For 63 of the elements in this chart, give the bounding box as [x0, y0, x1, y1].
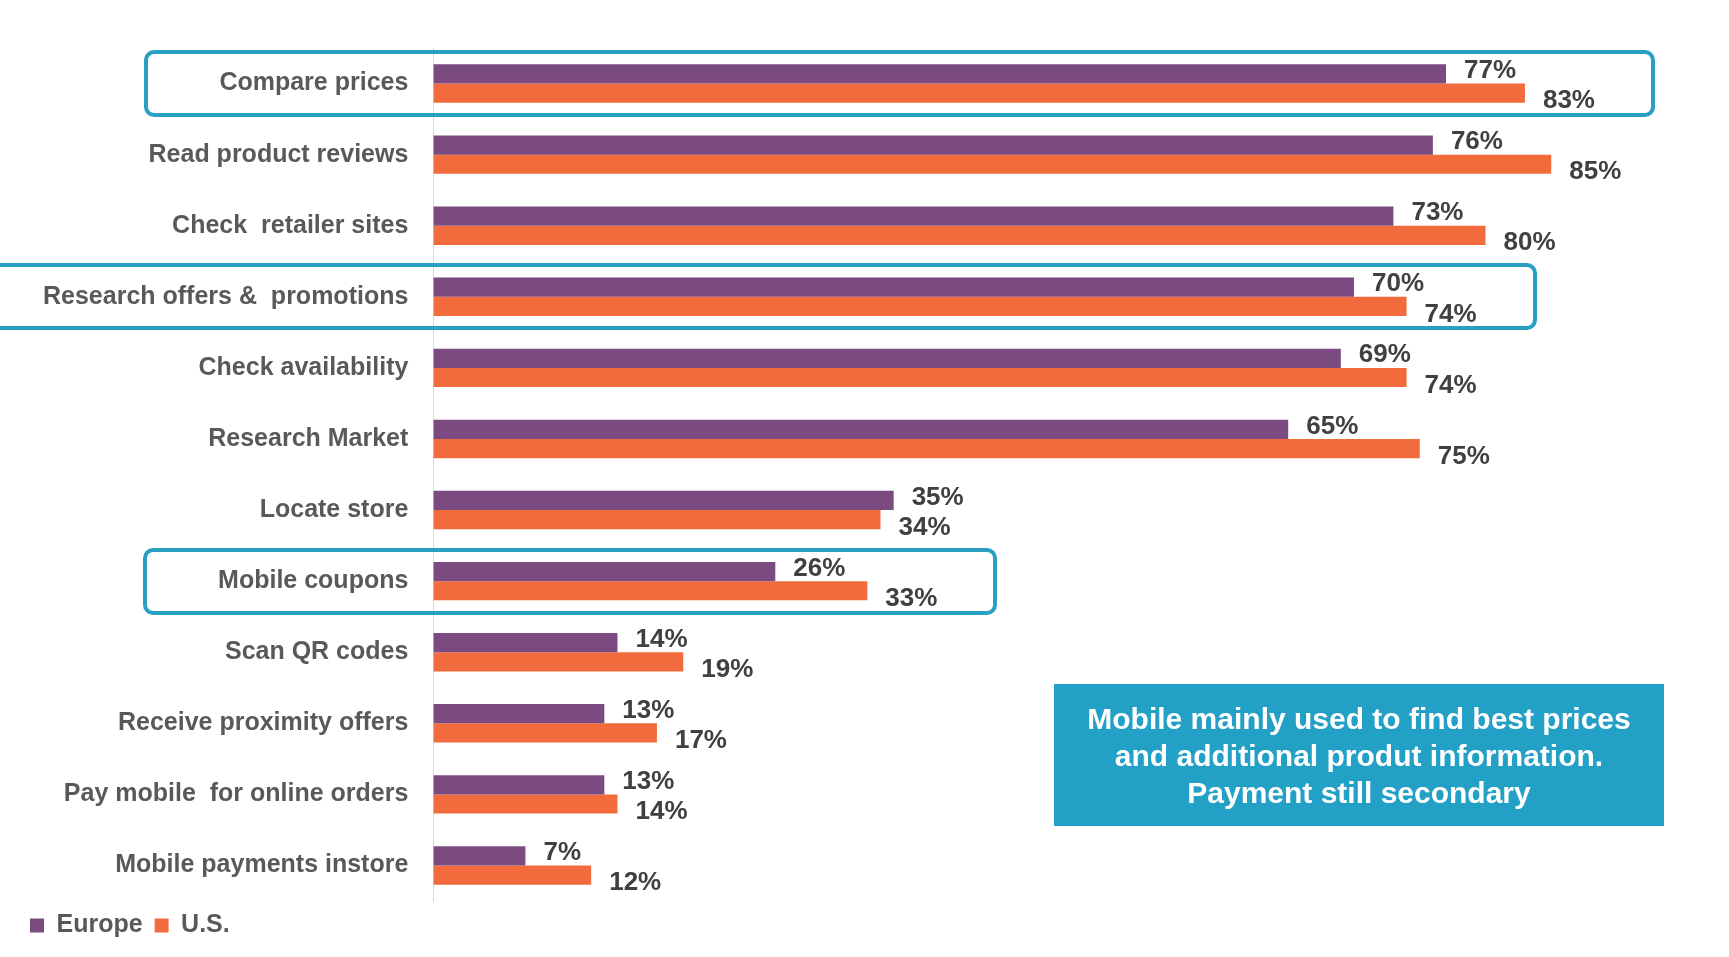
- y-tick-label: Read product reviews: [148, 138, 409, 167]
- data-label: 73%: [1411, 196, 1464, 227]
- data-label: 80%: [1503, 226, 1556, 257]
- data-label: 7%: [543, 836, 581, 867]
- data-label: 85%: [1569, 155, 1622, 186]
- y-tick-label: Research Market: [208, 422, 410, 451]
- data-label: 70%: [1371, 267, 1425, 298]
- bar: [433, 154, 1552, 174]
- bar: [433, 633, 618, 653]
- data-label: 75%: [1437, 439, 1490, 470]
- bar: [433, 561, 776, 582]
- legend-label: Europe: [56, 909, 143, 938]
- bar: [433, 64, 1447, 84]
- y-tick-label: Research offers & promotions: [43, 280, 409, 309]
- data-label: 13%: [622, 764, 675, 795]
- y-tick-label: Compare prices: [219, 67, 409, 96]
- bar: [433, 83, 1525, 103]
- annotation: Mobile mainly used to find best prices and additional produt information. Payment still secondary: [1054, 684, 1664, 826]
- bar: [433, 775, 605, 795]
- bar: [433, 794, 618, 814]
- y-tick-label: Check availability: [198, 351, 409, 380]
- bar: [433, 510, 881, 530]
- bar: [433, 704, 605, 724]
- data-label: 34%: [898, 510, 951, 541]
- legend-label: U.S.: [181, 909, 230, 938]
- data-label: 74%: [1424, 368, 1477, 399]
- bar: [433, 865, 592, 885]
- bar: [433, 225, 1486, 245]
- y-tick-label: Locate store: [259, 493, 409, 522]
- y-tick-label: Pay mobile for online orders: [63, 778, 409, 807]
- data-label: 14%: [635, 795, 688, 826]
- bar: [433, 723, 657, 743]
- y-tick-label: Mobile payments instore: [115, 849, 409, 878]
- data-label: 26%: [793, 551, 846, 582]
- bar: [433, 419, 1289, 439]
- data-label: 74%: [1424, 297, 1477, 328]
- bar: [433, 296, 1407, 316]
- data-label: 65%: [1306, 409, 1359, 440]
- bar: [433, 135, 1433, 155]
- bar: [433, 367, 1407, 388]
- bar: [433, 277, 1354, 297]
- bar: [433, 438, 1420, 459]
- bar: [433, 846, 526, 866]
- bar: [433, 490, 894, 511]
- data-label: 76%: [1450, 125, 1503, 156]
- bar: [433, 652, 684, 672]
- y-tick-label: Check retailer sites: [172, 209, 409, 238]
- data-label: 83%: [1542, 84, 1595, 115]
- data-label: 33%: [885, 581, 938, 612]
- bar: [433, 206, 1394, 226]
- data-label: 13%: [622, 693, 675, 724]
- data-label: 69%: [1358, 338, 1411, 369]
- data-label: 17%: [674, 724, 727, 755]
- bar: [433, 581, 868, 601]
- data-label: 19%: [701, 652, 754, 683]
- data-label: 12%: [609, 866, 662, 897]
- bar: [433, 348, 1341, 368]
- y-tick-label: Scan QR codes: [224, 636, 409, 665]
- data-label: 14%: [635, 622, 688, 653]
- y-tick-label: Receive proximity offers: [117, 707, 409, 736]
- data-label: 77%: [1464, 54, 1517, 85]
- data-label: 35%: [911, 480, 964, 511]
- y-tick-label: Mobile coupons: [218, 565, 409, 594]
